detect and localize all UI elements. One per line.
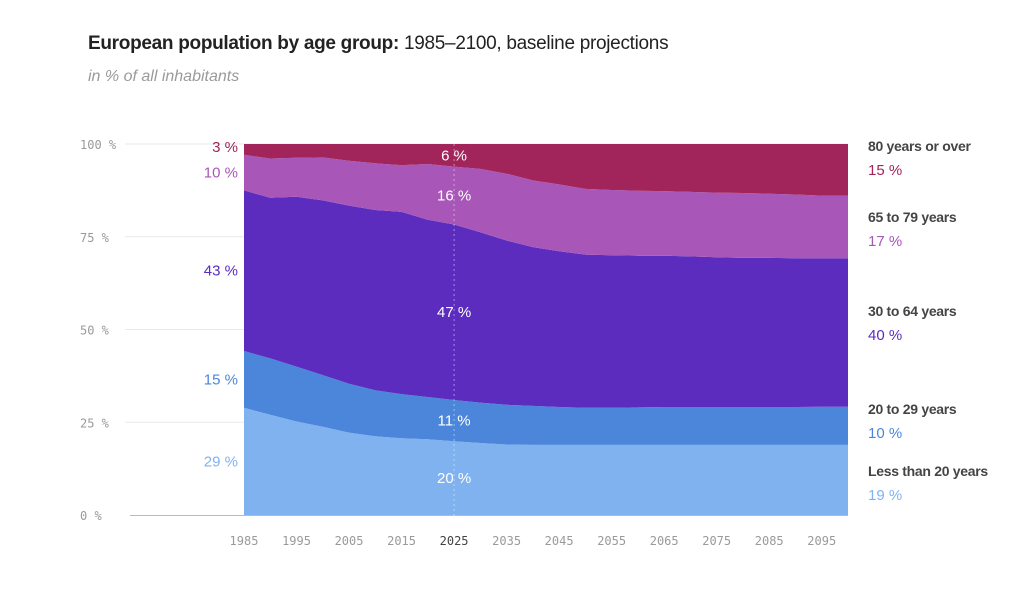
legend-value: 15 % <box>868 162 902 179</box>
legend-label: 30 to 64 years <box>868 303 957 319</box>
x-tick-label: 2095 <box>807 534 836 548</box>
x-tick-label: 2005 <box>335 534 364 548</box>
area-series-3 <box>244 154 848 259</box>
area-series-1 <box>244 351 848 445</box>
legend-value: 10 % <box>868 425 902 442</box>
area-series-4 <box>244 144 848 196</box>
y-tick-label: 75 % <box>80 231 110 245</box>
legend-label: 20 to 29 years <box>868 401 957 417</box>
x-tick-label: 2065 <box>650 534 679 548</box>
x-tick-label: 2085 <box>755 534 784 548</box>
y-tick-label: 25 % <box>80 416 110 430</box>
x-tick-label: 2025 <box>440 534 469 548</box>
x-tick-label: 1985 <box>230 534 259 548</box>
area-series-2 <box>244 190 848 408</box>
legend-value: 19 % <box>868 487 902 504</box>
mid-data-label: 16 % <box>437 188 471 205</box>
left-data-label: 10 % <box>204 165 238 182</box>
chart-subtitle: in % of all inhabitants <box>88 68 240 85</box>
y-tick-label: 100 % <box>80 138 117 152</box>
legend-label: 80 years or over <box>868 138 971 154</box>
legend-label: Less than 20 years <box>868 463 988 479</box>
chart-title: European population by age group: 1985–2… <box>88 33 669 55</box>
x-tick-label: 1995 <box>282 534 311 548</box>
left-data-label: 29 % <box>204 453 238 470</box>
y-tick-label: 0 % <box>80 509 102 523</box>
left-data-label: 15 % <box>204 371 238 388</box>
legend-value: 17 % <box>868 233 902 250</box>
x-tick-label: 2055 <box>597 534 626 548</box>
legend-value: 40 % <box>868 327 902 344</box>
mid-data-label: 11 % <box>438 413 471 430</box>
x-tick-label: 2075 <box>702 534 731 548</box>
legend-label: 65 to 79 years <box>868 209 957 225</box>
left-data-label: 43 % <box>204 263 238 280</box>
mid-data-label: 47 % <box>437 304 471 321</box>
mid-data-label: 6 % <box>441 147 467 164</box>
x-tick-label: 2015 <box>387 534 416 548</box>
chart-title-rest: 1985–2100, baseline projections <box>399 33 669 54</box>
y-tick-label: 50 % <box>80 324 110 338</box>
x-tick-label: 2045 <box>545 534 574 548</box>
mid-data-label: 20 % <box>437 470 471 487</box>
chart-title-bold: European population by age group: <box>88 33 399 54</box>
area-series-0 <box>244 407 848 515</box>
left-data-label: 3 % <box>212 139 238 156</box>
x-tick-label: 2035 <box>492 534 521 548</box>
